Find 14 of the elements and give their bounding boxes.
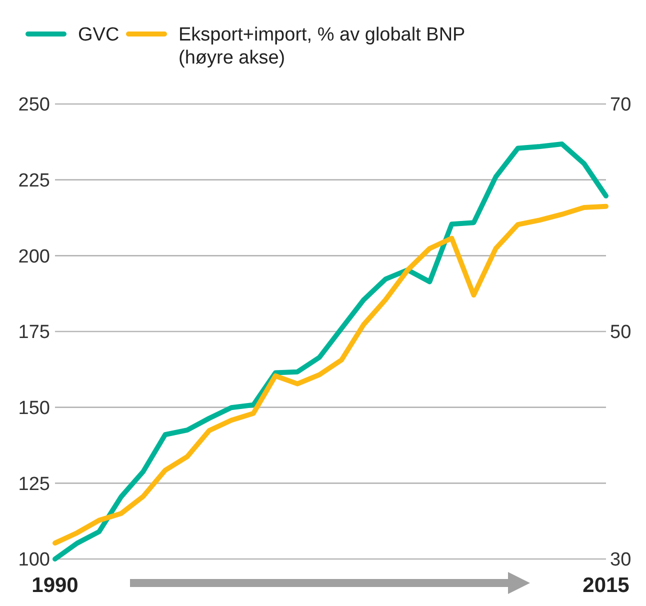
legend-label: GVC (78, 24, 120, 46)
x-tick-label: 1990 (32, 574, 78, 597)
y-tick-label: 175 (18, 322, 50, 344)
y2-tick-label: 50 (610, 322, 632, 344)
y2-tick-label: 70 (610, 94, 632, 116)
x-tick-label: 2015 (582, 574, 630, 597)
y-tick-label: 150 (18, 398, 50, 419)
y-tick-label: 200 (18, 246, 50, 268)
y2-tick-label: 30 (610, 550, 632, 571)
y-tick-label: 225 (18, 170, 50, 192)
y-tick-label: 250 (18, 94, 50, 116)
y-tick-label: 125 (18, 474, 50, 495)
y-tick-label: 100 (18, 550, 50, 571)
legend-label: Eksport+import, % av globalt BNP (høyre akse) (178, 24, 466, 68)
